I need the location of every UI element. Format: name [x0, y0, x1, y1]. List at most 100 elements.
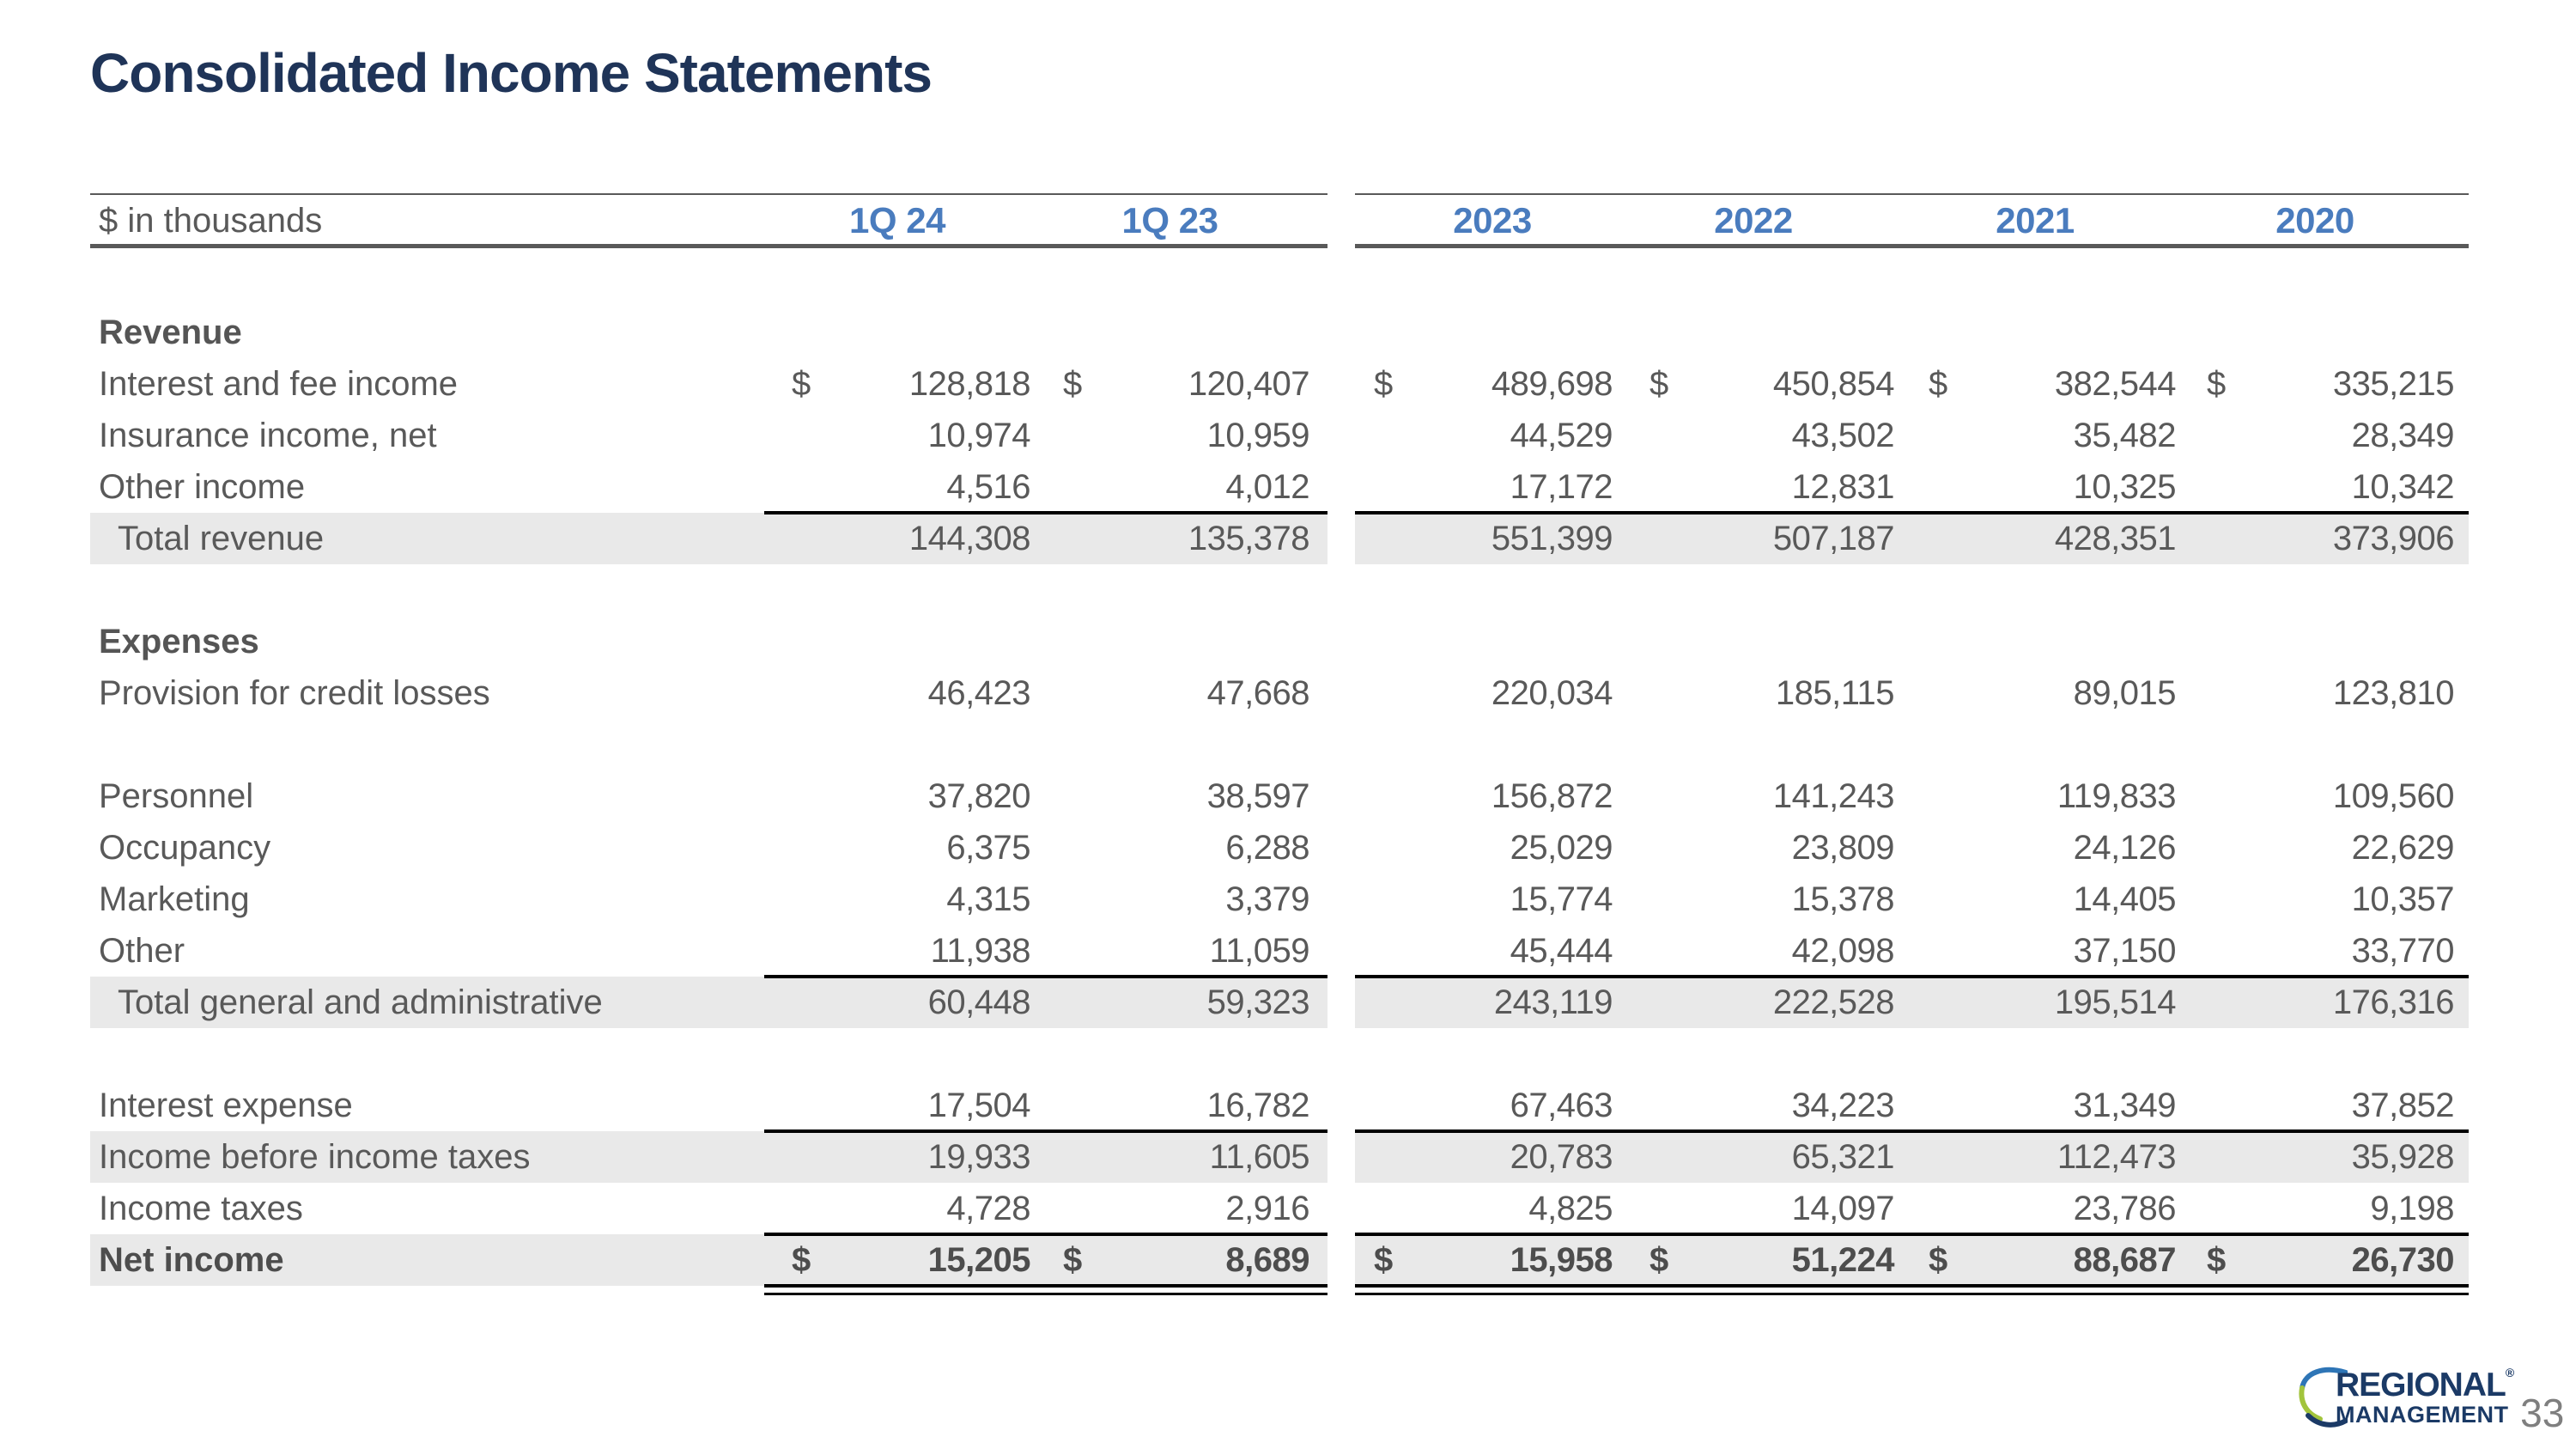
money-value: 112,473	[2057, 1137, 2177, 1176]
table-row: Expenses	[90, 616, 2469, 667]
money-value: 17,504	[927, 1086, 1031, 1124]
money-value: 14,405	[2073, 880, 2177, 918]
table-row: Revenue	[90, 307, 2469, 358]
money-value: 28,349	[2351, 416, 2455, 454]
money-cell: 17,504	[764, 1080, 1031, 1131]
money-cell: 195,514	[1894, 977, 2177, 1028]
money-cell: 89,015	[1894, 667, 2177, 719]
column-header-2020: 2020	[2275, 200, 2354, 240]
money-value: 44,529	[1510, 416, 1613, 454]
table-row: Income taxes 4,728 2,916 4,825 14,097 23,786 9…	[90, 1183, 2469, 1234]
money-value: 8,689	[1225, 1240, 1309, 1279]
double-underline	[1355, 1284, 2469, 1288]
money-cell: $489,698	[1372, 358, 1613, 410]
money-value: 176,316	[2332, 983, 2455, 1021]
money-value: 24,126	[2073, 828, 2177, 867]
row-label: Total revenue	[118, 519, 325, 557]
money-value: 34,223	[1791, 1086, 1895, 1124]
row-label: Income taxes	[99, 1189, 303, 1227]
unit-label: $ in thousands	[99, 201, 323, 240]
money-cell: 19,933	[764, 1131, 1031, 1183]
money-cell: 24,126	[1894, 822, 2177, 874]
table-row: Income before income taxes 19,933 11,605 20…	[90, 1129, 2469, 1183]
money-cell: $88,687	[1894, 1234, 2177, 1286]
money-value: 4,728	[946, 1189, 1030, 1227]
registered-mark: ®	[2505, 1366, 2514, 1379]
logo-name-top: REGIONAL®	[2336, 1366, 2514, 1403]
page-number: 33	[2520, 1391, 2565, 1435]
money-value: 4,825	[1528, 1189, 1613, 1227]
money-value: 26,730	[2351, 1240, 2455, 1279]
money-cell: 46,423	[764, 667, 1031, 719]
money-cell: $335,215	[2176, 358, 2455, 410]
money-cell: 6,375	[764, 822, 1030, 874]
money-value: 19,933	[927, 1137, 1031, 1176]
money-cell: 141,243	[1613, 770, 1895, 822]
money-value: 141,243	[1772, 776, 1895, 815]
money-value: 16,782	[1206, 1086, 1310, 1124]
money-cell: $128,818	[764, 358, 1031, 410]
double-underline	[764, 1284, 1327, 1288]
logo-name-bottom: MANAGEMENT	[2336, 1402, 2509, 1428]
money-cell: $15,205	[764, 1234, 1031, 1286]
money-cell: 60,448	[764, 977, 1031, 1028]
table-row: Provision for credit losses 46,423 47,668 2…	[90, 667, 2469, 719]
money-value: 38,597	[1206, 776, 1310, 815]
dollar-sign: $	[1374, 1240, 1394, 1279]
money-value: 37,150	[2073, 931, 2177, 970]
money-cell: 44,529	[1372, 410, 1613, 461]
money-cell: 34,223	[1613, 1080, 1895, 1131]
row-label: Insurance income, net	[99, 416, 437, 454]
dollar-sign: $	[1063, 1240, 1083, 1279]
money-cell: 144,308	[764, 513, 1031, 564]
money-value: 373,906	[2332, 519, 2455, 557]
money-cell: $8,689	[1030, 1234, 1309, 1286]
money-cell: 43,502	[1613, 410, 1895, 461]
money-cell: $450,854	[1613, 358, 1895, 410]
money-cell: 4,516	[764, 461, 1030, 513]
money-cell: $382,544	[1894, 358, 2177, 410]
total-rule	[1355, 511, 2469, 514]
money-value: 15,205	[927, 1240, 1031, 1279]
money-cell: 11,938	[764, 925, 1031, 977]
row-label: Revenue	[99, 313, 242, 351]
money-cell: 135,378	[1030, 513, 1310, 564]
double-underline	[1355, 1293, 2469, 1295]
money-value: 35,928	[2351, 1137, 2455, 1176]
money-value: 128,818	[908, 364, 1031, 403]
money-cell: 4,012	[1030, 461, 1309, 513]
dollar-sign: $	[2207, 1240, 2227, 1279]
money-value: 109,560	[2332, 776, 2455, 815]
column-header-1q23: 1Q 23	[1121, 200, 1218, 240]
row-label: Occupancy	[99, 828, 271, 867]
money-cell: 20,783	[1372, 1131, 1613, 1183]
money-value: 88,687	[2073, 1240, 2177, 1279]
money-cell: 47,668	[1030, 667, 1310, 719]
dollar-sign: $	[2207, 364, 2227, 403]
money-cell: 65,321	[1613, 1131, 1895, 1183]
money-cell: 45,444	[1372, 925, 1613, 977]
money-cell: 156,872	[1372, 770, 1613, 822]
money-value: 25,029	[1510, 828, 1613, 867]
dollar-sign: $	[1063, 364, 1083, 403]
money-value: 20,783	[1510, 1137, 1613, 1176]
money-cell: 243,119	[1372, 977, 1613, 1028]
money-value: 15,958	[1510, 1240, 1613, 1279]
row-label: Other	[99, 931, 185, 970]
total-rule	[764, 1233, 1327, 1236]
column-header-2023: 2023	[1453, 200, 1532, 240]
money-value: 47,668	[1206, 673, 1310, 712]
money-value: 335,215	[2332, 364, 2455, 403]
money-value: 23,786	[2073, 1189, 2177, 1227]
column-header-1q24: 1Q 24	[849, 200, 945, 240]
money-value: 123,810	[2332, 673, 2455, 712]
income-statement-table: $ in thousands 1Q 24 1Q 23 2023 2022 202…	[90, 193, 2469, 1295]
table-row: Total general and administrative 60,448 59…	[90, 975, 2469, 1028]
column-header-2021: 2021	[1996, 200, 2075, 240]
money-value: 67,463	[1510, 1086, 1613, 1124]
row-label: Interest and fee income	[99, 364, 459, 403]
table-body: Revenue Interest and fee income $128,818 $1…	[90, 307, 2469, 1295]
dollar-sign: $	[1929, 364, 1948, 403]
money-cell: 15,378	[1613, 874, 1895, 925]
money-value: 6,288	[1225, 828, 1309, 867]
